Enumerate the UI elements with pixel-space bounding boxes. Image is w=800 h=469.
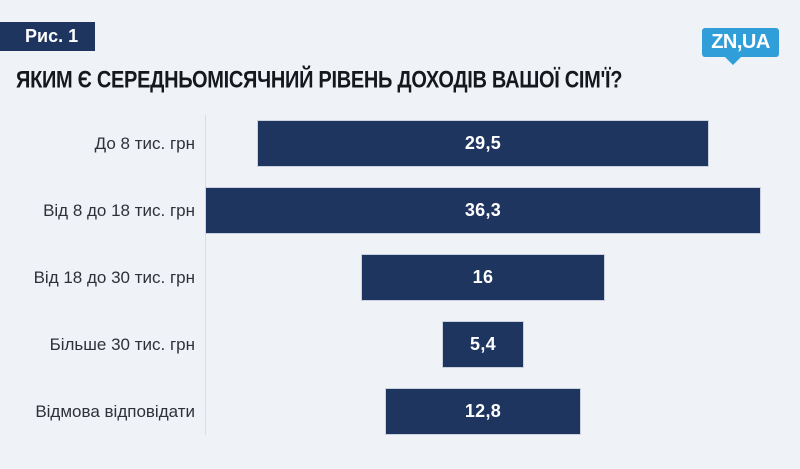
znua-logo: ZN,UA <box>702 28 779 65</box>
axis-line <box>205 115 206 435</box>
bar-value-label: 12,8 <box>464 401 502 421</box>
figure-badge-label: Рис. 1 <box>25 26 79 46</box>
bar-chart: До 8 тис. грн 29,5 Від 8 до 18 тис. грн 36,… <box>0 110 800 450</box>
bar-value-label: 29,5 <box>464 133 502 153</box>
chart-row: Відмова відповідати 12,8 <box>0 378 800 445</box>
figure-badge: Рис. 1 <box>0 22 96 51</box>
chart-row: Від 18 до 30 тис. грн 16 <box>0 244 800 311</box>
bar-value-label: 5,4 <box>470 334 496 354</box>
bar: 12,8 <box>385 388 581 435</box>
chart-row: До 8 тис. грн 29,5 <box>0 110 800 177</box>
category-label: Більше 30 тис. грн <box>49 334 195 354</box>
chart-title: ЯКИМ Є СЕРЕДНЬОМІСЯЧНИЙ РІВЕНЬ ДОХОДІВ В… <box>16 67 623 94</box>
bar-value-label: 16 <box>472 267 494 287</box>
bar: 5,4 <box>441 321 525 368</box>
znua-logo-text: ZN,UA <box>711 31 770 53</box>
bar: 36,3 <box>205 187 761 234</box>
category-label: Від 18 до 30 тис. грн <box>33 267 195 287</box>
bar-value-label: 36,3 <box>464 200 502 220</box>
chart-row: Більше 30 тис. грн 5,4 <box>0 311 800 378</box>
category-label: Від 8 до 18 тис. грн <box>43 200 195 220</box>
category-label: Відмова відповідати <box>35 401 195 421</box>
chart-row: Від 8 до 18 тис. грн 36,3 <box>0 177 800 244</box>
category-label: До 8 тис. грн <box>94 133 195 153</box>
bar: 16 <box>360 254 606 301</box>
bar: 29,5 <box>257 120 709 167</box>
